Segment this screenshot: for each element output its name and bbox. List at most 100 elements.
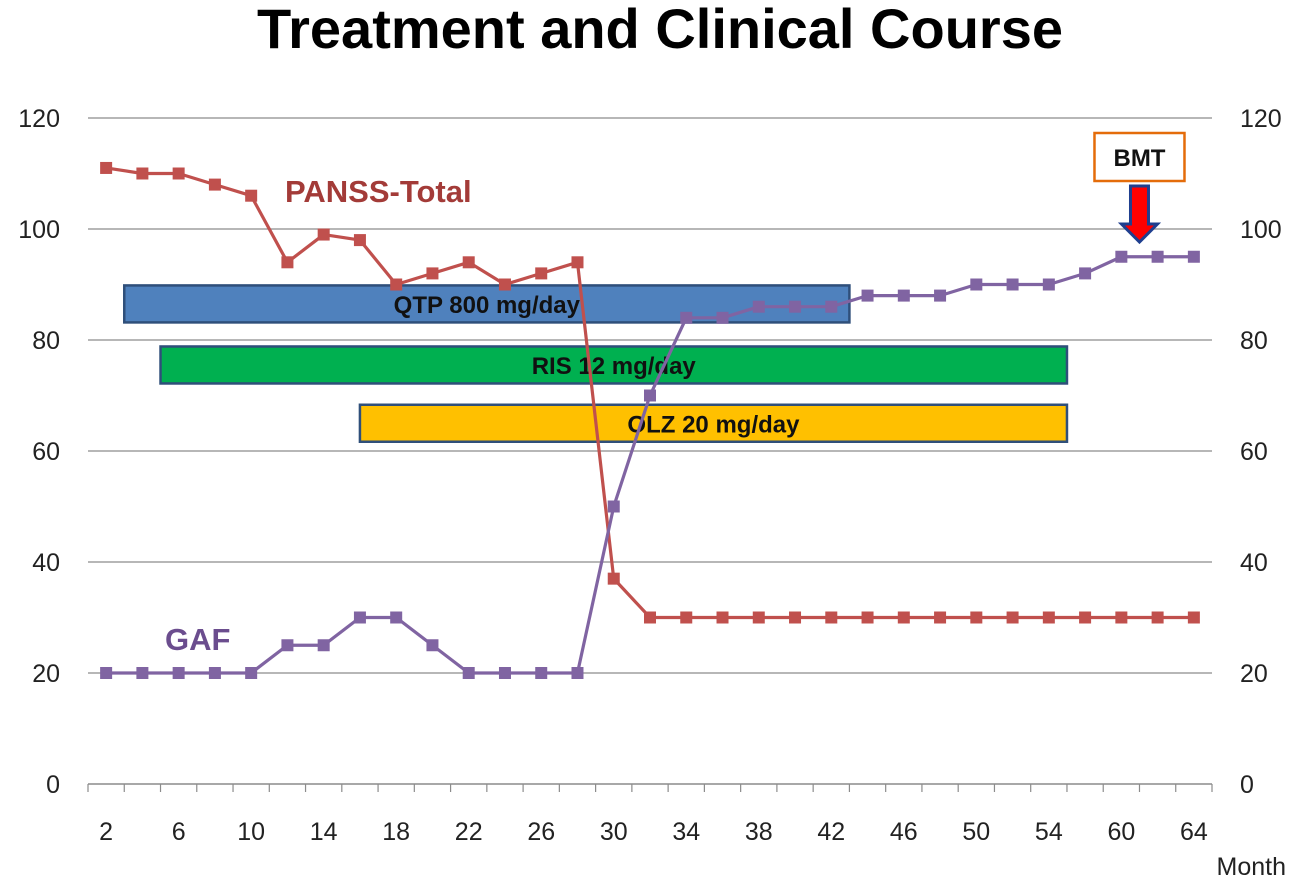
panss-point (317, 228, 330, 241)
x-axis-label: Month (1217, 853, 1286, 881)
panss-point (716, 611, 729, 624)
panss-point (825, 611, 838, 624)
series-layer (100, 161, 1200, 679)
x-tick-label: 54 (1035, 818, 1063, 846)
panss-point (1006, 611, 1019, 624)
y-tick-label-right: 80 (1240, 327, 1268, 355)
panss-point (1042, 611, 1055, 624)
gaf-point (1187, 250, 1200, 263)
gaf-point (1006, 278, 1019, 291)
treatment-bar (159, 345, 1069, 385)
panss-point (462, 256, 475, 269)
panss-point (390, 278, 403, 291)
gaf-point (789, 300, 802, 313)
y-tick-label-left: 20 (32, 660, 60, 688)
gaf-point (498, 667, 511, 679)
bmt-box (1093, 131, 1186, 183)
x-tick-label: 42 (817, 818, 845, 846)
gaf-point (172, 667, 185, 679)
gaf-point (462, 667, 475, 679)
panss-point (1079, 611, 1092, 624)
gaf-point (825, 300, 838, 313)
gaf-point (607, 500, 620, 513)
gaf-point (353, 611, 366, 624)
gaf-point (1151, 250, 1164, 263)
panss-point (897, 611, 910, 624)
panss-point (100, 161, 113, 174)
gaf-point (1115, 250, 1128, 263)
x-tick-label: 34 (672, 818, 700, 846)
x-tick-label: 30 (600, 818, 628, 846)
bmt-label: BMT (1113, 145, 1165, 172)
treatment-bars: QTP 800 mg/day RIS 12 mg/day OLZ 20 mg/day (123, 284, 1069, 443)
panss-point (1115, 611, 1128, 624)
y-tick-label-left: 60 (32, 438, 60, 466)
gaf-point (861, 289, 874, 302)
y-tick-label-left: 0 (46, 771, 60, 799)
panss-point (208, 178, 221, 191)
x-tick-label: 6 (172, 818, 186, 846)
panss-point (970, 611, 983, 624)
panss-point (1187, 611, 1200, 624)
y-tick-label-right: 100 (1240, 216, 1282, 244)
gaf-point (897, 289, 910, 302)
y-tick-label-right: 40 (1240, 549, 1268, 577)
gaf-point (644, 389, 656, 402)
panss-point (861, 611, 874, 624)
panss-point (1151, 611, 1164, 624)
panss-point (644, 611, 656, 624)
panss-point (245, 189, 258, 202)
panss-point (281, 256, 294, 269)
x-tick-label: 26 (527, 818, 555, 846)
y-tick-label-right: 0 (1240, 771, 1254, 799)
event-marker: BMT (1093, 131, 1186, 245)
chart-title: Treatment and Clinical Course (257, 0, 1063, 60)
gaf-point (281, 639, 294, 652)
y-tick-label-left: 80 (32, 327, 60, 355)
panss-point (934, 611, 947, 624)
gaf-point (934, 289, 947, 302)
y-tick-label-right: 60 (1240, 438, 1268, 466)
x-tick-label: 50 (962, 818, 990, 846)
gaf-point (716, 311, 729, 324)
x-tick-label: 10 (237, 818, 265, 846)
gaf-point (970, 278, 983, 291)
x-tick-label: 22 (455, 818, 483, 846)
x-tick-label: 14 (310, 818, 338, 846)
panss-point (607, 572, 620, 585)
panss-point (680, 611, 693, 624)
gaf-point (680, 311, 693, 324)
gaf-point (535, 667, 548, 679)
treatment-bar (358, 403, 1069, 443)
y-tick-label-left: 120 (18, 105, 60, 133)
panss-point (571, 256, 584, 269)
gaf-point (752, 300, 765, 313)
gaf-point (426, 639, 439, 652)
x-tick-label: 18 (382, 818, 410, 846)
panss-series-label: PANSS-Total (285, 174, 472, 209)
bmt-arrow-icon (1117, 184, 1162, 245)
treatment-label: QTP 800 mg/day (394, 292, 581, 319)
y-tick-label-right: 120 (1240, 105, 1282, 133)
y-tick-label-left: 40 (32, 549, 60, 577)
panss-point (426, 267, 439, 280)
panss-point (172, 167, 185, 180)
gaf-point (571, 667, 584, 679)
gaf-point (317, 639, 330, 652)
gaf-point (390, 611, 403, 624)
treatment-label: RIS 12 mg/day (532, 353, 697, 380)
gaf-point (100, 667, 113, 679)
panss-point (353, 234, 366, 247)
panss-point (498, 278, 511, 291)
gaf-series-label: GAF (165, 622, 230, 657)
x-tick-label: 38 (745, 818, 773, 846)
gaf-point (136, 667, 149, 679)
gaf-point (1079, 267, 1092, 280)
treatment-label: OLZ 20 mg/day (627, 411, 800, 438)
gaf-point (1042, 278, 1055, 291)
gridlines (88, 117, 1212, 674)
gaf-point (245, 667, 258, 679)
